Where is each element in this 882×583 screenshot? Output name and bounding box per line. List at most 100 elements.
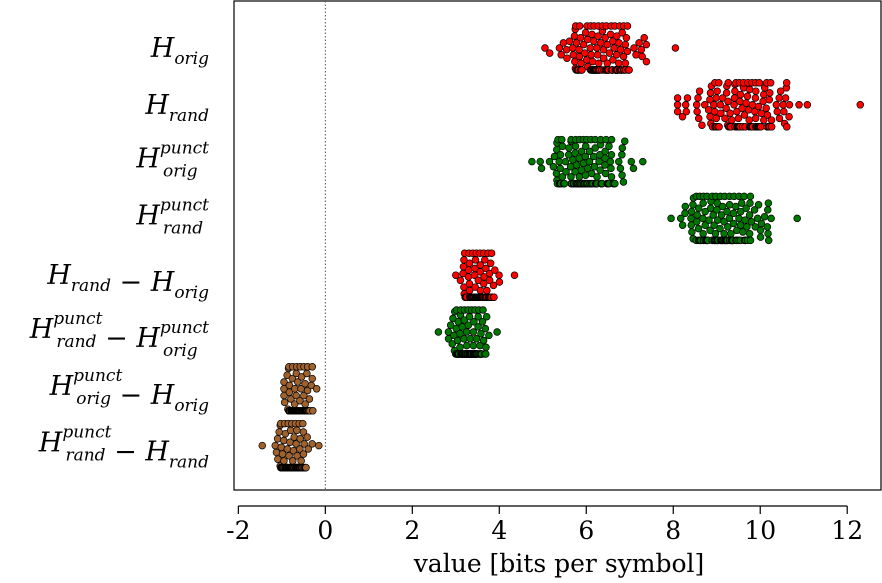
data-point bbox=[716, 224, 724, 233]
data-point bbox=[434, 328, 443, 336]
data-point bbox=[729, 219, 738, 228]
data-point bbox=[477, 329, 485, 338]
data-point bbox=[785, 101, 794, 109]
data-point bbox=[743, 223, 751, 231]
data-point bbox=[576, 34, 585, 42]
data-point bbox=[722, 89, 731, 97]
data-point bbox=[283, 445, 292, 453]
data-point bbox=[721, 114, 729, 123]
data-point bbox=[667, 214, 675, 223]
data-point bbox=[559, 39, 568, 47]
data-point bbox=[590, 37, 598, 45]
data-point bbox=[312, 385, 321, 393]
data-point bbox=[462, 341, 471, 350]
data-point bbox=[775, 114, 784, 123]
data-point bbox=[448, 340, 457, 348]
label-subscript: rand bbox=[71, 276, 111, 296]
data-point bbox=[767, 116, 776, 124]
data-point bbox=[701, 221, 709, 229]
data-point bbox=[621, 40, 630, 49]
data-point bbox=[449, 314, 457, 323]
x-tick-label: -2 bbox=[226, 516, 250, 545]
data-point bbox=[678, 221, 687, 229]
data-point bbox=[629, 164, 638, 173]
data-point bbox=[581, 171, 590, 179]
data-point bbox=[585, 157, 594, 166]
data-point bbox=[471, 283, 479, 291]
data-point bbox=[297, 373, 306, 381]
label-part: H bbox=[150, 380, 175, 411]
data-point bbox=[683, 94, 692, 102]
label-part: H bbox=[135, 323, 160, 354]
data-point bbox=[635, 39, 643, 47]
data-point bbox=[694, 94, 702, 102]
data-point bbox=[570, 32, 579, 40]
data-point bbox=[720, 218, 728, 226]
series-6-points bbox=[280, 363, 321, 415]
data-point bbox=[482, 312, 491, 321]
label-subscript: rand bbox=[169, 106, 209, 126]
data-point bbox=[671, 44, 680, 52]
data-point bbox=[772, 101, 781, 109]
data-point bbox=[612, 51, 621, 59]
data-point bbox=[483, 286, 491, 295]
data-point bbox=[640, 34, 648, 42]
label-part: − bbox=[106, 437, 146, 468]
data-point bbox=[596, 166, 604, 174]
data-point bbox=[760, 212, 769, 221]
data-point bbox=[613, 32, 621, 40]
category-label: Horig bbox=[150, 33, 209, 69]
data-point bbox=[585, 147, 594, 156]
data-point bbox=[753, 214, 762, 223]
data-point bbox=[556, 164, 564, 173]
data-point bbox=[299, 419, 307, 428]
data-point bbox=[715, 79, 723, 87]
data-point bbox=[762, 104, 770, 112]
data-point bbox=[293, 426, 301, 435]
data-point bbox=[757, 219, 766, 228]
data-point bbox=[555, 157, 563, 166]
data-point bbox=[759, 97, 767, 106]
series-5-points bbox=[434, 306, 501, 358]
data-point bbox=[756, 226, 765, 235]
data-point bbox=[299, 428, 308, 436]
data-point bbox=[479, 336, 488, 345]
data-point bbox=[291, 385, 299, 393]
data-point bbox=[273, 435, 282, 443]
data-point bbox=[485, 276, 494, 285]
data-point bbox=[639, 157, 647, 166]
data-point bbox=[456, 343, 464, 352]
data-point bbox=[296, 445, 304, 453]
data-point bbox=[695, 87, 704, 95]
data-point bbox=[537, 164, 546, 173]
data-point bbox=[487, 249, 496, 257]
data-point bbox=[783, 123, 791, 131]
data-point bbox=[618, 144, 627, 152]
data-point bbox=[299, 450, 308, 458]
data-point bbox=[740, 111, 749, 119]
data-point bbox=[681, 202, 690, 211]
data-point bbox=[465, 259, 474, 268]
data-point bbox=[751, 223, 760, 231]
data-point bbox=[751, 94, 760, 102]
data-point bbox=[710, 221, 718, 229]
data-point bbox=[699, 199, 707, 207]
data-point bbox=[793, 214, 801, 223]
x-tick-label: 0 bbox=[317, 516, 333, 545]
data-point bbox=[692, 218, 701, 226]
data-point bbox=[308, 440, 316, 448]
data-point bbox=[605, 49, 614, 57]
label-part: H bbox=[150, 267, 175, 298]
data-point bbox=[303, 386, 312, 395]
data-point bbox=[682, 107, 691, 116]
data-point bbox=[491, 266, 499, 274]
data-point bbox=[271, 441, 279, 450]
data-point bbox=[764, 236, 773, 245]
data-point bbox=[565, 37, 574, 45]
data-point bbox=[593, 51, 602, 59]
data-point bbox=[300, 440, 308, 448]
data-point bbox=[767, 214, 775, 223]
data-point bbox=[581, 28, 590, 37]
data-point bbox=[712, 94, 720, 102]
data-point bbox=[474, 323, 482, 331]
